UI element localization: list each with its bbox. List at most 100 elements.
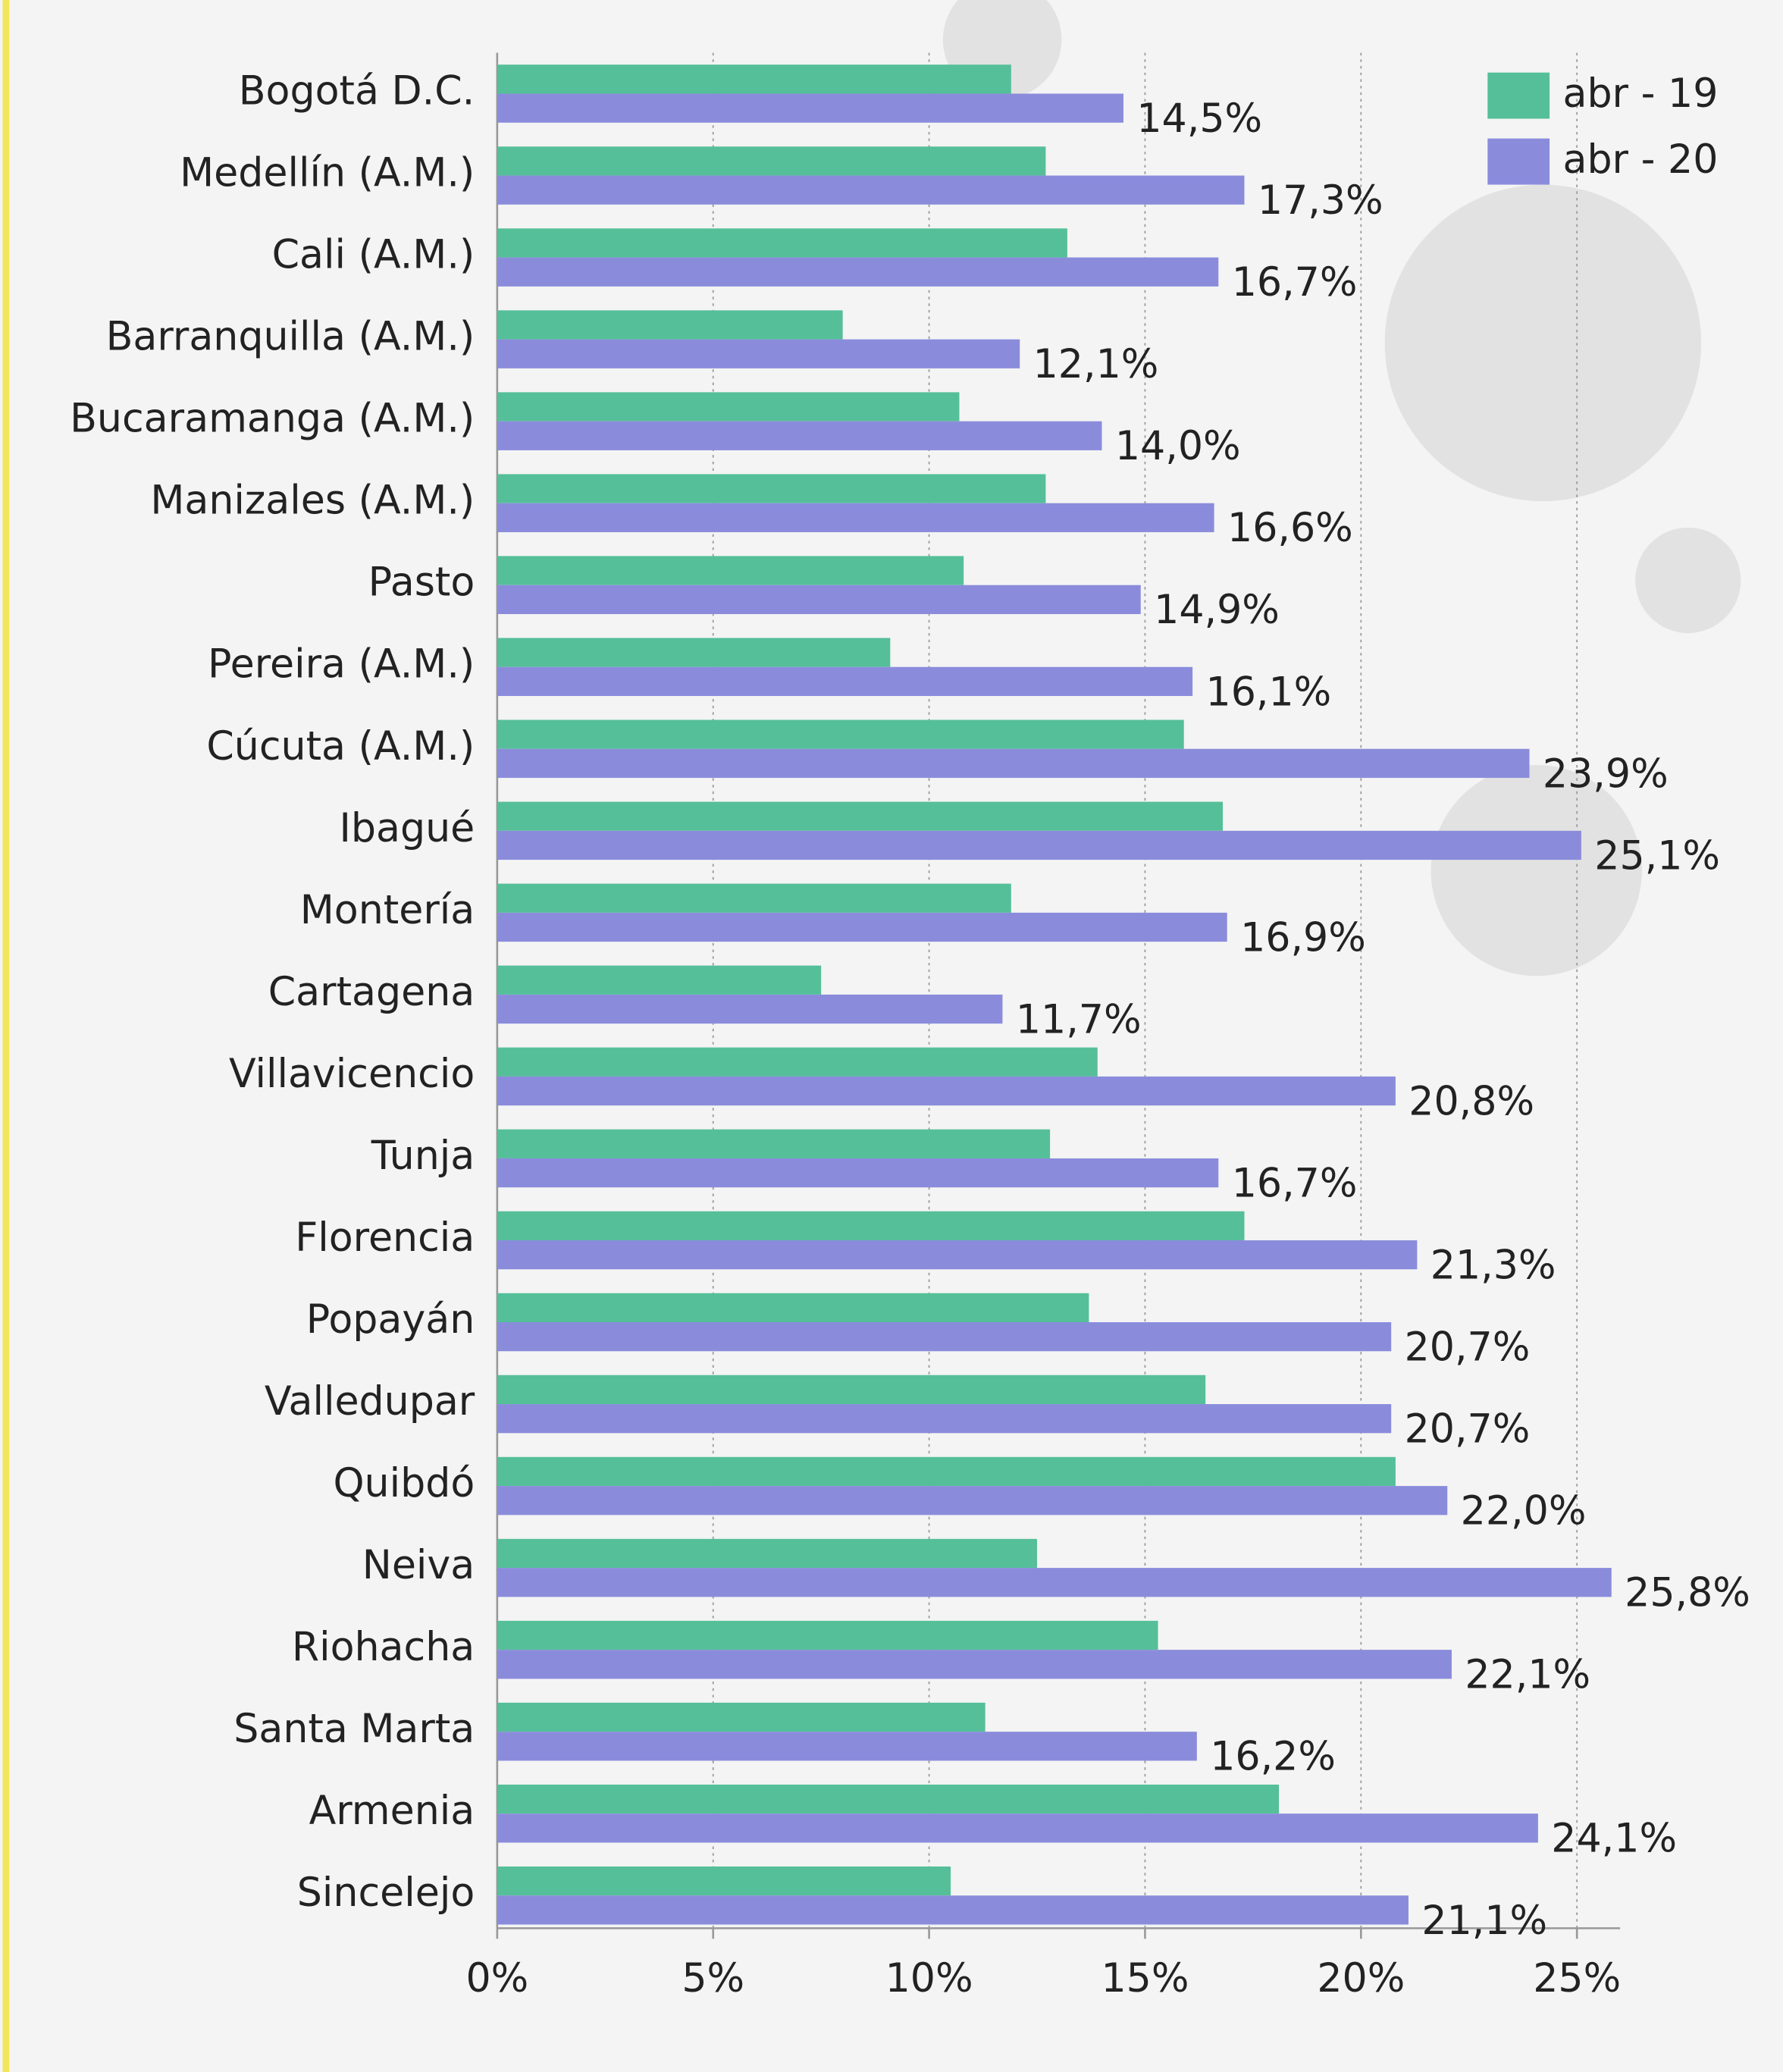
value-label: 14,9% bbox=[1154, 588, 1280, 633]
bar bbox=[497, 258, 1218, 287]
value-label: 12,1% bbox=[1033, 342, 1159, 387]
bar bbox=[497, 556, 964, 585]
bar bbox=[497, 1240, 1418, 1269]
y-tick-label: Villavicencio bbox=[229, 1052, 475, 1097]
y-tick-label: Ibagué bbox=[340, 806, 475, 851]
bar bbox=[497, 146, 1046, 175]
value-label: 14,0% bbox=[1115, 424, 1241, 469]
bar bbox=[497, 1048, 1098, 1077]
y-tick-label: Bucaramanga (A.M.) bbox=[70, 397, 475, 442]
bar bbox=[497, 1077, 1396, 1105]
bar bbox=[497, 1404, 1391, 1433]
x-tick-label: 0% bbox=[465, 1956, 528, 2001]
y-tick-label: Manizales (A.M.) bbox=[150, 478, 475, 524]
bar bbox=[497, 1621, 1158, 1650]
y-tick-label: Medellín (A.M.) bbox=[180, 151, 475, 196]
value-label: 16,1% bbox=[1206, 669, 1332, 715]
value-label: 16,9% bbox=[1240, 915, 1366, 961]
y-tick-label: Santa Marta bbox=[233, 1707, 475, 1752]
bar bbox=[497, 1158, 1218, 1187]
value-label: 16,6% bbox=[1227, 506, 1353, 551]
bar bbox=[497, 667, 1192, 696]
legend-swatch bbox=[1487, 139, 1550, 185]
bar bbox=[497, 474, 1046, 503]
value-label: 11,7% bbox=[1016, 997, 1142, 1042]
y-tick-label: Neiva bbox=[362, 1543, 475, 1588]
bar bbox=[497, 1322, 1391, 1351]
bar bbox=[497, 64, 1011, 93]
bar bbox=[497, 1212, 1245, 1240]
bar bbox=[497, 228, 1067, 257]
bar bbox=[497, 1130, 1050, 1158]
bar bbox=[497, 720, 1184, 749]
bar bbox=[497, 1375, 1205, 1404]
legend-label: abr - 19 bbox=[1562, 71, 1718, 117]
y-tick-label: Pereira (A.M.) bbox=[208, 642, 475, 688]
bar bbox=[497, 503, 1214, 532]
value-label: 21,3% bbox=[1430, 1243, 1556, 1289]
bar bbox=[497, 392, 960, 421]
bar bbox=[497, 1703, 986, 1732]
bar bbox=[497, 1785, 1279, 1813]
bar bbox=[497, 831, 1581, 860]
value-label: 20,7% bbox=[1405, 1325, 1531, 1371]
y-tick-label: Montería bbox=[300, 888, 475, 933]
y-tick-label: Tunja bbox=[371, 1133, 475, 1179]
x-tick-label: 15% bbox=[1101, 1956, 1189, 2001]
bar bbox=[497, 1813, 1538, 1842]
chart: 0% 5% 10% 15% 20% 25% Bogotá D.C. 14,5% Medellín… bbox=[0, 0, 1783, 2072]
value-label: 23,9% bbox=[1543, 751, 1669, 797]
y-tick-label: Cali (A.M.) bbox=[272, 233, 475, 278]
bar bbox=[497, 913, 1227, 942]
value-label: 20,7% bbox=[1405, 1407, 1531, 1453]
bar bbox=[497, 422, 1102, 450]
bar bbox=[497, 1539, 1037, 1568]
value-label: 17,3% bbox=[1258, 178, 1383, 224]
x-tick-label: 25% bbox=[1533, 1956, 1621, 2001]
y-tick-label: Bogotá D.C. bbox=[239, 69, 475, 114]
bar bbox=[497, 1895, 1409, 1924]
y-tick-label: Cartagena bbox=[268, 970, 475, 1015]
legend-swatch bbox=[1487, 73, 1550, 119]
value-label: 20,8% bbox=[1409, 1079, 1534, 1124]
y-tick-label: Barranquilla (A.M.) bbox=[106, 315, 475, 360]
bar bbox=[497, 1293, 1089, 1322]
bar bbox=[497, 1732, 1197, 1760]
accent-bar bbox=[2, 0, 9, 2072]
bar bbox=[497, 638, 890, 666]
y-tick-label: Pasto bbox=[368, 560, 475, 606]
bar bbox=[497, 340, 1020, 368]
y-tick-label: Quibdó bbox=[333, 1461, 475, 1506]
bar bbox=[497, 1650, 1452, 1679]
value-label: 16,7% bbox=[1232, 260, 1358, 306]
y-tick-label: Cúcuta (A.M.) bbox=[206, 724, 475, 770]
legend-label: abr - 20 bbox=[1562, 137, 1718, 183]
bar bbox=[497, 585, 1141, 614]
y-tick-label: Popayán bbox=[306, 1297, 475, 1343]
bar bbox=[497, 176, 1245, 205]
x-tick-label: 10% bbox=[885, 1956, 973, 2001]
bar bbox=[497, 884, 1011, 913]
value-label: 16,7% bbox=[1232, 1161, 1358, 1206]
y-tick-label: Riohacha bbox=[292, 1625, 475, 1670]
value-label: 21,1% bbox=[1421, 1898, 1547, 1944]
value-label: 24,1% bbox=[1551, 1817, 1677, 1862]
value-label: 25,1% bbox=[1594, 833, 1720, 879]
y-tick-label: Sincelejo bbox=[297, 1870, 475, 1916]
y-tick-label: Florencia bbox=[295, 1215, 475, 1261]
y-tick-label: Valledupar bbox=[265, 1379, 475, 1425]
bar bbox=[497, 310, 843, 339]
bar bbox=[497, 1867, 951, 1895]
bar bbox=[497, 1457, 1396, 1486]
y-tick-label: Armenia bbox=[309, 1788, 475, 1834]
value-label: 14,5% bbox=[1136, 96, 1262, 142]
bar bbox=[497, 94, 1123, 123]
x-tick-label: 20% bbox=[1317, 1956, 1405, 2001]
bar bbox=[497, 749, 1530, 778]
x-tick-label: 5% bbox=[682, 1956, 744, 2001]
bar bbox=[497, 802, 1223, 831]
value-label: 22,0% bbox=[1461, 1489, 1587, 1534]
bar bbox=[497, 1486, 1447, 1515]
bar bbox=[497, 1568, 1612, 1597]
bar bbox=[497, 995, 1003, 1023]
